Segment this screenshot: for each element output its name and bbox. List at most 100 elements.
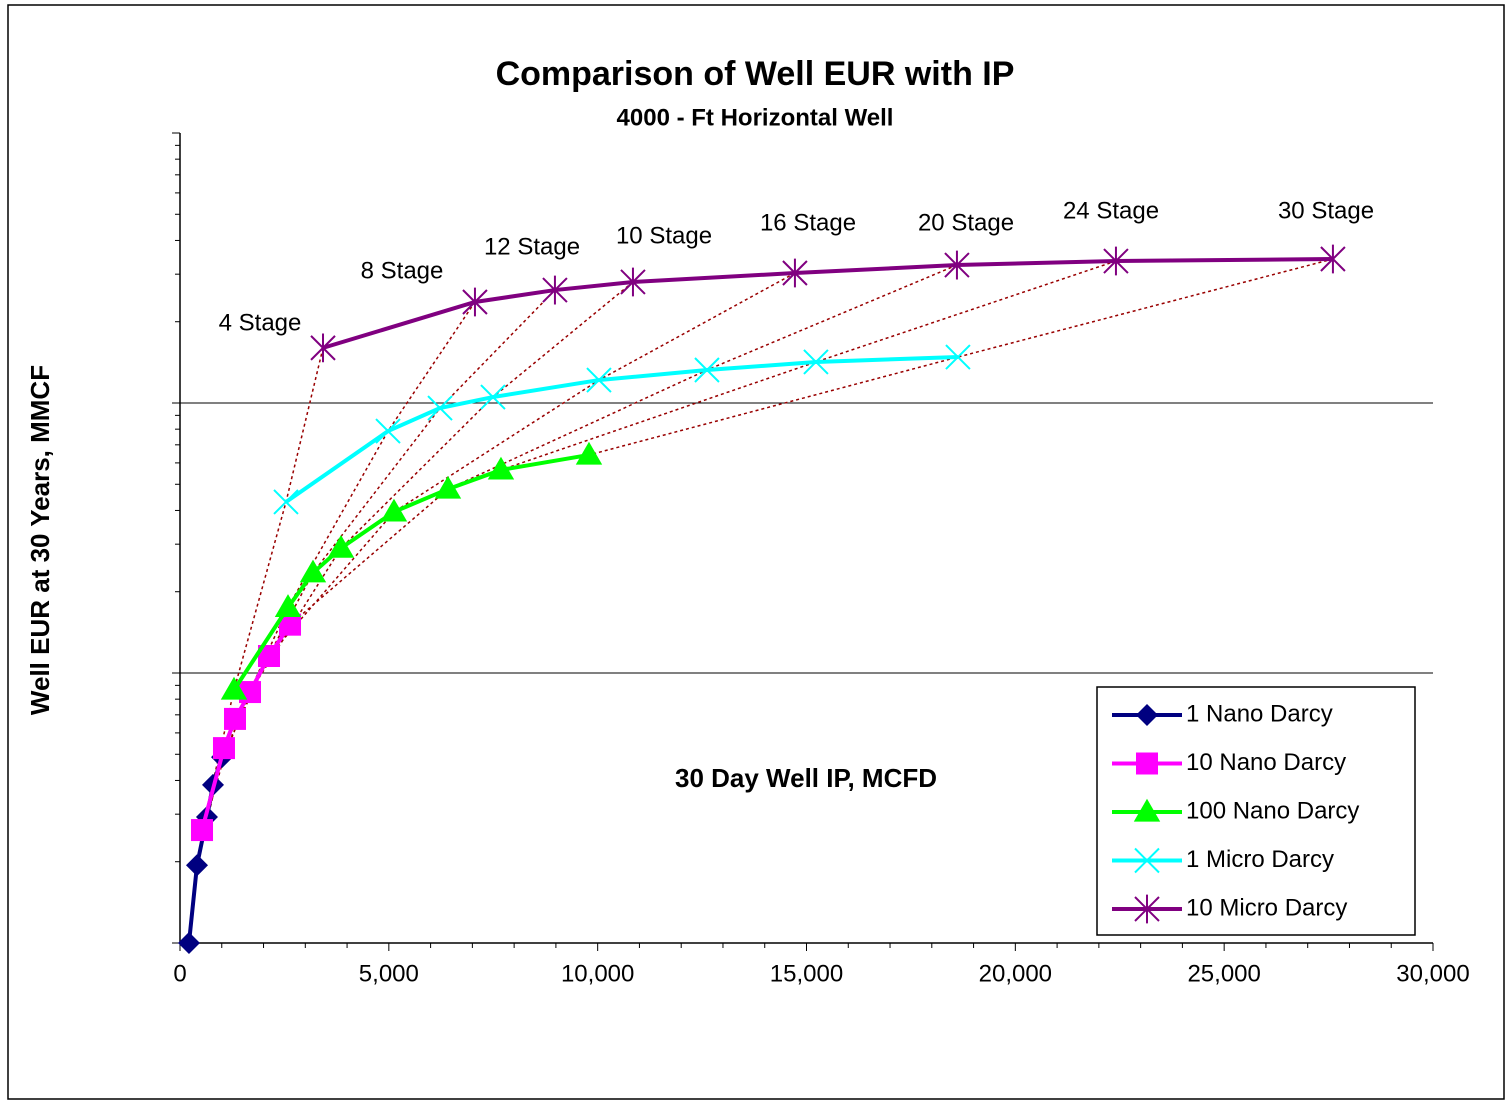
marker-shape [327,534,355,558]
legend-label: 100 Nano Darcy [1186,797,1359,824]
marker [575,441,603,465]
legend-label: 1 Nano Darcy [1186,700,1333,727]
marker [274,594,302,617]
marker-shape [480,384,506,410]
marker [1320,244,1346,274]
marker [782,258,808,288]
chart-title: Comparison of Well EUR with IP [496,55,1015,93]
marker-shape [274,594,302,617]
marker [299,559,327,583]
marker [542,275,568,305]
legend-label: 1 Micro Darcy [1186,846,1334,873]
marker-shape [224,707,247,730]
marker [1133,798,1161,822]
marker-shape [380,498,408,522]
x-tick-label: 5,000 [359,960,419,987]
annotation: 24 Stage [1063,197,1159,224]
marker-shape [258,645,281,668]
series-line [284,355,959,504]
marker [258,645,281,668]
marker-shape [310,333,336,363]
marker-shape [212,737,235,760]
marker-shape [1133,798,1161,822]
marker-shape [1134,894,1160,924]
annotation: 8 Stage [361,257,444,284]
marker-shape [273,489,299,515]
marker [273,489,299,515]
y-axis-label: Well EUR at 30 Years, MMCF [25,365,55,715]
marker-shape [220,676,248,700]
marker [212,737,235,760]
marker-shape [542,275,568,305]
legend: 1 Nano Darcy 10 Nano Darcy 100 Nano Darcy 1… [1096,686,1416,936]
marker-shape [694,357,720,383]
x-tick-label: 25,000 [1187,960,1260,987]
marker [279,613,302,636]
marker-shape [279,613,302,636]
marker-shape [185,854,208,877]
marker-shape [177,932,200,954]
stage-connector [588,258,1334,456]
series-line [322,256,1333,350]
marker [944,250,970,280]
marker [224,707,247,730]
marker-shape [487,456,515,480]
annotation: 30 Stage [1278,197,1374,224]
marker-shape [299,559,327,583]
marker [434,475,462,499]
marker [380,498,408,522]
marker-shape [586,367,612,393]
legend-label: 10 Nano Darcy [1186,749,1346,776]
marker [220,676,248,700]
annotation: 16 Stage [760,209,856,236]
x-axis-label: 30 Day Well IP, MCFD [675,763,937,793]
marker-shape [944,250,970,280]
marker [462,287,488,317]
annotation: 4 Stage [219,309,302,336]
marker [1136,752,1158,775]
marker-shape [1136,704,1158,726]
x-tick-label: 15,000 [770,960,843,987]
annotation: 12 Stage [484,233,580,260]
x-tick-label: 30,000 [1396,960,1469,987]
legend-label: 10 Micro Darcy [1186,894,1347,921]
marker [586,367,612,393]
marker-shape [375,418,401,444]
marker-shape [945,344,971,370]
x-tick-label: 10,000 [561,960,634,987]
marker [1136,704,1158,726]
marker-shape [1134,847,1160,874]
marker-shape [575,441,603,465]
marker [375,418,401,444]
annotation: 10 Stage [616,222,712,249]
marker [1134,847,1160,874]
marker-shape [782,258,808,288]
stage-connector [289,264,958,626]
marker [694,357,720,383]
marker [185,854,208,877]
marker [620,267,646,297]
marker-shape [620,267,646,297]
marker-shape [191,819,214,842]
marker [427,395,453,421]
marker-shape [1136,752,1158,775]
marker [945,344,971,370]
marker [327,534,355,558]
marker [1134,894,1160,924]
marker [1103,246,1129,276]
marker [310,333,336,363]
x-tick-label: 0 [173,960,186,987]
chart-subtitle: 4000 - Ft Horizontal Well [617,104,894,131]
x-tick-label: 20,000 [979,960,1052,987]
marker-shape [1103,246,1129,276]
marker-shape [462,287,488,317]
marker [177,932,200,954]
marker-shape [434,475,462,499]
marker-shape [1320,244,1346,274]
marker [487,456,515,480]
stage-connector [212,281,634,786]
marker [191,819,214,842]
marker-shape [803,349,829,375]
marker [803,349,829,375]
